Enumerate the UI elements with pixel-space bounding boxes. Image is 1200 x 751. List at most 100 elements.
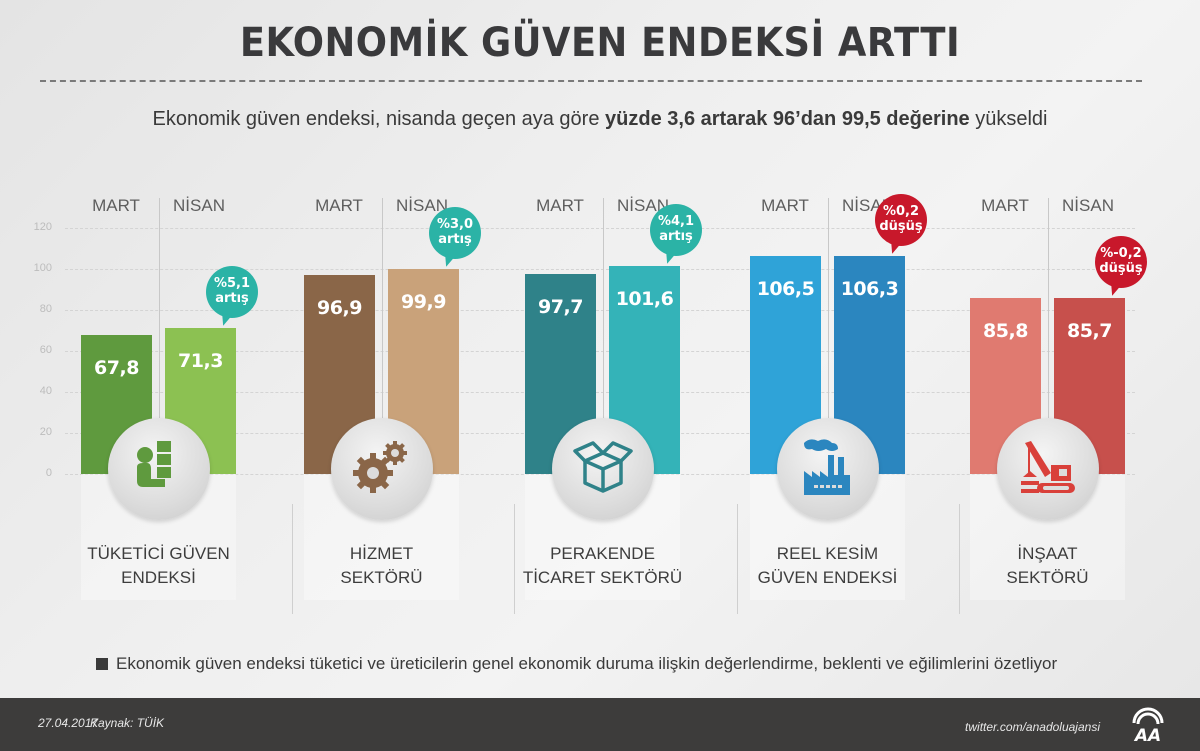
month-separator [602, 198, 604, 474]
month-label-nisan: NİSAN [396, 196, 448, 215]
change-word: artış [215, 290, 249, 306]
group-divider [736, 504, 738, 614]
chart-group: MART NİSAN 85,8 85,7 %-0,2 düşüş İNŞAAT … [959, 190, 1159, 610]
change-bubble: %3,0 artış [429, 207, 481, 260]
change-bubble: %0,2 düşüş [875, 194, 927, 247]
month-label-mart: MART [315, 196, 363, 215]
category-label-line2: SEKTÖRÜ [1006, 568, 1089, 587]
gears-icon [351, 437, 413, 502]
change-bubble: %4,1 artış [650, 203, 702, 256]
month-label-nisan: NİSAN [173, 196, 225, 215]
chart-group: MART NİSAN 67,8 71,3 %5,1 artış TÜKETİCİ… [70, 190, 270, 610]
month-label-mart: MART [981, 196, 1029, 215]
y-tick-label: 80 [39, 303, 52, 315]
change-percent: %4,1 [657, 213, 695, 229]
change-word: artış [438, 232, 472, 248]
category-label-line2: TİCARET SEKTÖRÜ [522, 568, 683, 587]
svg-text:AA: AA [1133, 726, 1161, 743]
category-label-line1: TÜKETİCİ GÜVEN [87, 544, 230, 563]
month-separator [381, 198, 383, 474]
category-label: HİZMET SEKTÖRÜ [282, 542, 482, 590]
gridline [65, 351, 1135, 352]
twitter-link[interactable]: twitter.com/anadoluajansi [965, 720, 1100, 734]
group-divider [291, 504, 293, 614]
gears-badge [330, 418, 433, 520]
publish-date: 27.04.2017 [38, 716, 99, 730]
bar-value: 97,7 [538, 295, 583, 318]
gridline [65, 392, 1135, 393]
category-label: TÜKETİCİ GÜVEN ENDEKSİ [59, 542, 259, 590]
group-divider [959, 504, 960, 614]
change-word: düşüş [879, 219, 923, 235]
gridline [65, 310, 1135, 311]
bar-value: 85,7 [1067, 320, 1112, 343]
footer-bar: 27.04.2017 Kaynak: TÜİK twitter.com/anad… [0, 698, 1200, 751]
chart-group: MART NİSAN 97,7 101,6 %4,1 artış PERAKEN… [514, 190, 714, 610]
month-label-nisan: NİSAN [1062, 196, 1114, 215]
bar-value: 67,8 [94, 357, 139, 380]
crane-icon [1017, 437, 1079, 502]
bar-value: 96,9 [317, 297, 362, 320]
factory-badge [776, 418, 879, 520]
bar-value: 106,3 [840, 278, 899, 301]
open-box-badge [551, 418, 654, 520]
chart-group: MART NİSAN 96,9 99,9 %3,0 artış HİZMET S… [293, 190, 493, 610]
gridline [65, 269, 1135, 270]
gridline [65, 228, 1135, 229]
category-label-line1: İNŞAAT [1017, 544, 1078, 563]
change-percent: %0,2 [882, 204, 920, 220]
footnote-text: Ekonomik güven endeksi tüketici ve üreti… [116, 654, 1058, 673]
subtitle-highlight: yüzde 3,6 artarak 96’dan 99,5 değerine [605, 108, 970, 130]
bar-value: 106,5 [756, 277, 815, 300]
subtitle-text-end: yükseldi [969, 108, 1048, 130]
y-tick-label: 60 [39, 344, 52, 356]
y-tick-label: 0 [45, 467, 52, 479]
group-divider [513, 504, 515, 614]
page-title: EKONOMİK GÜVEN ENDEKSİ ARTTI [239, 20, 961, 66]
month-label-mart: MART [536, 196, 584, 215]
month-separator [158, 198, 160, 474]
y-tick-label: 20 [39, 426, 52, 438]
month-label-mart: MART [761, 196, 809, 215]
change-word: düşüş [1099, 261, 1143, 277]
category-label-line2: GÜVEN ENDEKSİ [757, 568, 898, 587]
chart-group: MART NİSAN 106,5 106,3 %0,2 düşüş REEL K… [739, 190, 939, 610]
category-label-line1: HİZMET [349, 544, 414, 563]
title-divider [40, 80, 1142, 82]
bar-value: 101,6 [615, 287, 674, 310]
worker-with-boxes-icon [129, 437, 189, 502]
bullet-square-icon [96, 658, 108, 670]
category-label-line2: SEKTÖRÜ [340, 568, 423, 587]
bar-value: 85,8 [983, 320, 1028, 343]
source-label: Kaynak: TÜİK [90, 716, 165, 730]
y-tick-label: 120 [33, 221, 52, 233]
category-label: PERAKENDE TİCARET SEKTÖRÜ [503, 542, 703, 590]
subtitle-text: Ekonomik güven endeksi, nisanda geçen ay… [152, 108, 606, 130]
category-label-line2: ENDEKSİ [121, 568, 196, 587]
category-label-line1: PERAKENDE [550, 544, 655, 563]
change-bubble: %-0,2 düşüş [1095, 236, 1147, 289]
bar-value: 99,9 [401, 291, 446, 314]
month-label-nisan: NİSAN [617, 196, 669, 215]
month-separator [827, 198, 829, 474]
bar-value: 71,3 [178, 349, 223, 372]
change-percent: %-0,2 [1100, 246, 1142, 262]
y-tick-label: 100 [33, 262, 52, 274]
change-percent: %3,0 [436, 217, 474, 233]
aa-logo-icon: AA [1130, 705, 1166, 746]
month-label-mart: MART [92, 196, 140, 215]
category-label: REEL KESİM GÜVEN ENDEKSİ [728, 542, 928, 590]
month-separator [1047, 198, 1049, 474]
change-bubble: %5,1 artış [206, 265, 258, 318]
crane-badge [996, 418, 1099, 520]
footnote: Ekonomik güven endeksi tüketici ve üreti… [96, 654, 1057, 674]
subtitle: Ekonomik güven endeksi, nisanda geçen ay… [0, 108, 1200, 131]
change-percent: %5,1 [213, 275, 251, 291]
worker-with-boxes-badge [107, 418, 210, 520]
change-word: artış [659, 228, 693, 244]
factory-icon [798, 435, 858, 504]
category-label-line1: REEL KESİM [776, 544, 879, 563]
open-box-icon [571, 439, 635, 500]
y-tick-label: 40 [39, 385, 52, 397]
category-label: İNŞAAT SEKTÖRÜ [948, 542, 1148, 590]
